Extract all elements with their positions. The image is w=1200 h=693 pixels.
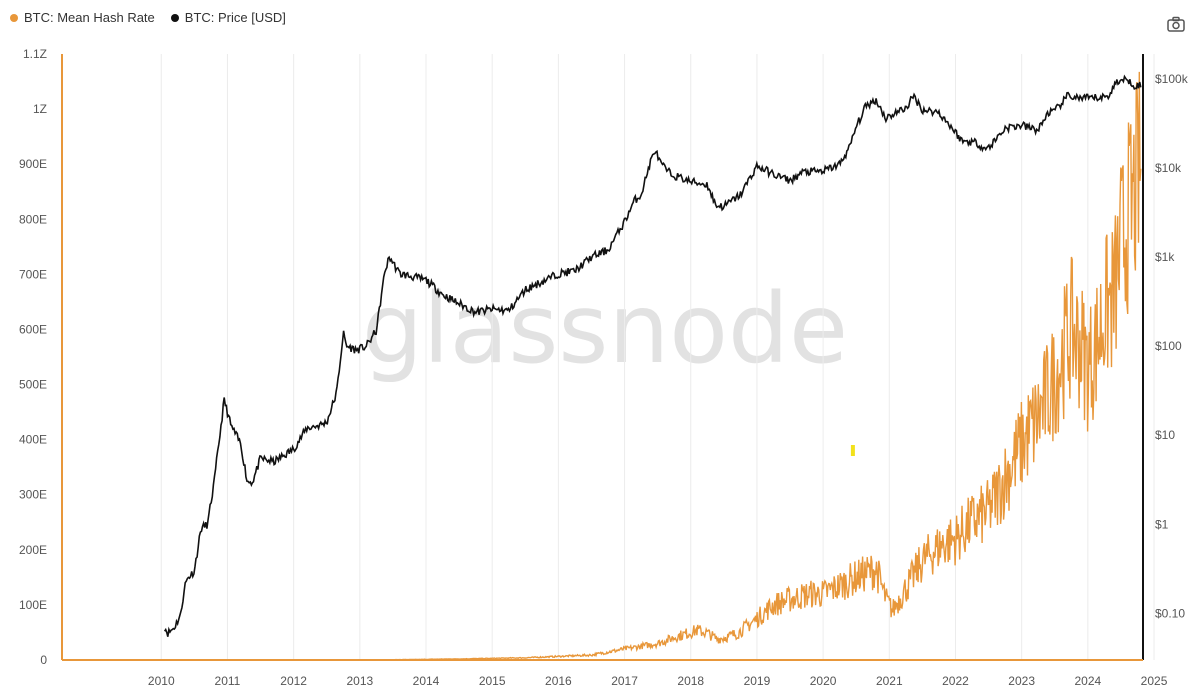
y-right-tick-label: $100 [1155,339,1182,353]
y-left-tick-label: 600E [19,322,47,336]
y-left-tick-label: 1.1Z [23,47,47,61]
y-right-tick-label: $1k [1155,250,1175,264]
x-tick-label: 2025 [1141,674,1168,688]
watermark: glassnode [362,273,848,385]
x-tick-label: 2015 [479,674,506,688]
x-tick-label: 2012 [280,674,307,688]
y-left-tick-label: 700E [19,267,47,281]
y-left-tick-label: 200E [19,543,47,557]
x-tick-label: 2024 [1074,674,1101,688]
y-left-tick-label: 500E [19,378,47,392]
y-left-tick-label: 800E [19,212,47,226]
legend-label-hash-rate: BTC: Mean Hash Rate [24,10,155,25]
chart-legend: BTC: Mean Hash Rate BTC: Price [USD] [10,10,286,25]
x-tick-label: 2022 [942,674,969,688]
y-right-tick-label: $1 [1155,517,1169,531]
camera-icon[interactable] [1166,14,1186,34]
y-right-tick-label: $0.10 [1155,606,1185,620]
x-tick-label: 2023 [1008,674,1035,688]
legend-item-hash-rate[interactable]: BTC: Mean Hash Rate [10,10,155,25]
x-tick-label: 2019 [744,674,771,688]
y-left-tick-label: 900E [19,157,47,171]
y-left-tick-label: 0 [40,653,47,667]
x-tick-label: 2017 [611,674,638,688]
x-tick-label: 2010 [148,674,175,688]
x-tick-label: 2013 [346,674,373,688]
x-tick-label: 2016 [545,674,572,688]
x-tick-label: 2021 [876,674,903,688]
y-left-tick-label: 400E [19,433,47,447]
legend-dot-hash-rate [10,13,18,22]
series-line-price [163,74,1142,637]
y-right-tick-label: $10k [1155,161,1182,175]
series-line-hash-rate [62,71,1142,661]
event-marker [850,445,855,456]
y-right-tick-label: $100k [1155,72,1189,86]
legend-label-price: BTC: Price [USD] [184,10,286,25]
y-left-tick-label: 100E [19,598,47,612]
x-tick-label: 2018 [677,674,704,688]
x-tick-label: 2011 [215,674,241,688]
y-left-tick-label: 300E [19,488,47,502]
x-tick-label: 2020 [810,674,837,688]
y-left-tick-label: 1Z [33,102,47,116]
legend-item-price[interactable]: BTC: Price [USD] [170,10,286,25]
x-tick-label: 2014 [413,674,440,688]
legend-dot-price [170,13,179,22]
y-right-tick-label: $10 [1155,428,1175,442]
